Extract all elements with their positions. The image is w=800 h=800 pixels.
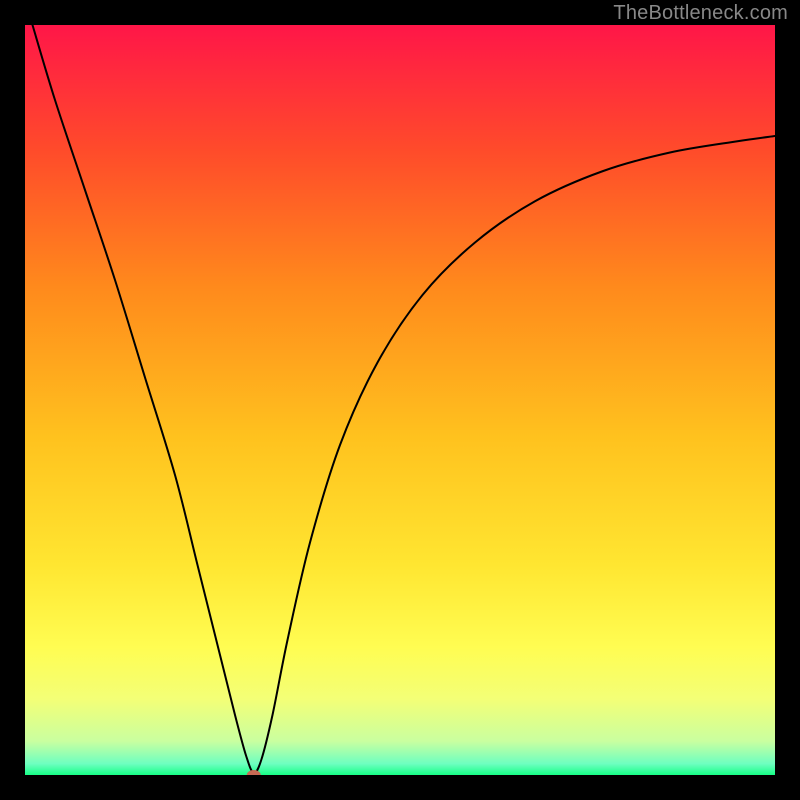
plot-area — [25, 25, 775, 775]
outer-frame: TheBottleneck.com — [0, 0, 800, 800]
gradient-background — [25, 25, 775, 775]
watermark: TheBottleneck.com — [613, 2, 788, 25]
plot-svg — [25, 25, 775, 775]
